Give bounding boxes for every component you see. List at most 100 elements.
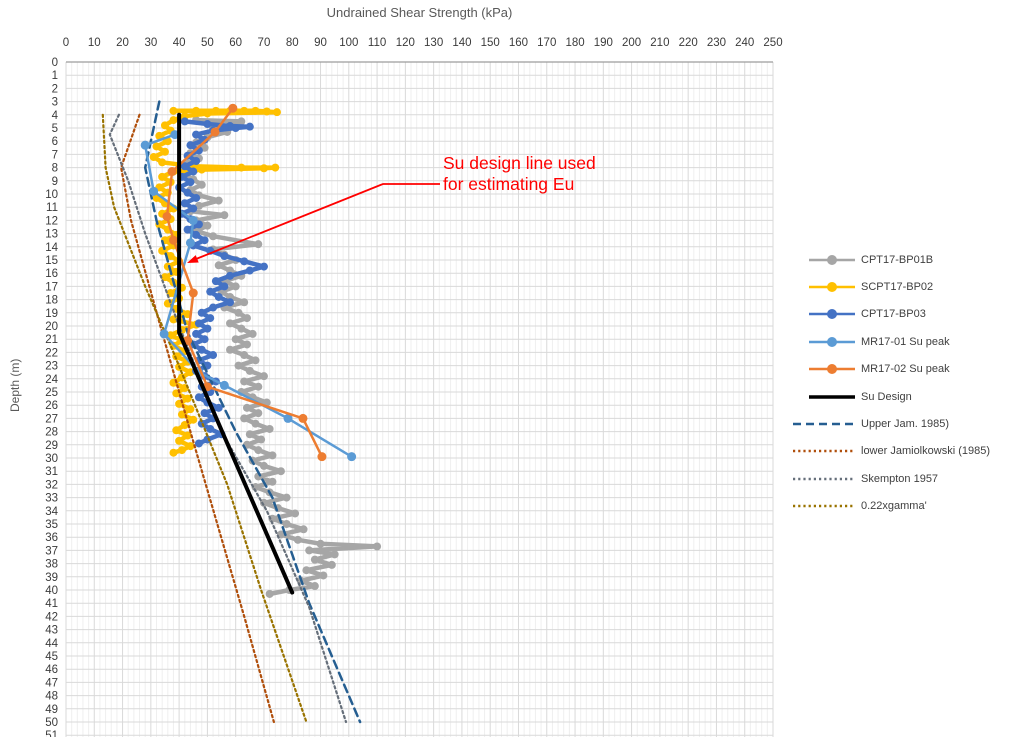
y-tick-label: 19 (45, 308, 58, 320)
data-marker (180, 421, 189, 429)
data-marker (254, 409, 263, 418)
legend-sample-dotted (793, 504, 855, 508)
data-marker (228, 103, 238, 113)
y-tick-label: 31 (45, 466, 58, 478)
data-marker (162, 211, 172, 221)
legend-label: MR17-02 Su peak (861, 363, 950, 376)
data-marker (316, 539, 325, 548)
y-tick-label: 24 (45, 374, 58, 386)
data-marker (317, 452, 327, 462)
data-marker (203, 324, 212, 333)
data-marker (220, 282, 229, 291)
legend-marker (827, 254, 837, 265)
x-tick-label: 80 (286, 37, 299, 49)
data-marker (248, 329, 257, 338)
data-marker (183, 188, 192, 197)
data-marker (231, 282, 240, 291)
data-marker (168, 235, 178, 245)
legend-sample-marker-line (809, 309, 855, 320)
data-marker (192, 130, 201, 139)
legend-sample-dotted (793, 477, 855, 481)
annotation-callout: Su design line used for estimating Eu (443, 153, 596, 195)
data-marker (197, 308, 206, 317)
data-marker (254, 382, 263, 391)
legend-item-skempton-1957: Skempton 1957 (793, 465, 1017, 492)
y-tick-label: 16 (45, 268, 58, 280)
data-marker (310, 582, 319, 591)
data-marker (206, 314, 215, 323)
legend-item-cpt17-bp01b: CPT17-BP01B (793, 246, 1017, 273)
data-marker (206, 424, 215, 433)
y-tick-label: 7 (52, 149, 58, 161)
data-marker (180, 199, 189, 208)
x-tick-label: 220 (679, 37, 698, 49)
legend-label: Su Design (861, 390, 912, 403)
data-marker (160, 273, 169, 282)
legend-label: CPT17-BP01B (861, 253, 934, 266)
series-mr17-02-su-peak (162, 103, 327, 462)
legend-sample-marker-line (809, 282, 855, 293)
data-marker (194, 439, 203, 448)
series-upper-jam-1985 (143, 100, 362, 724)
data-marker (188, 215, 198, 225)
data-marker (169, 448, 178, 457)
series-line (101, 113, 308, 724)
y-tick-label: 23 (45, 361, 58, 373)
y-tick-label: 17 (45, 281, 58, 293)
x-tick-label: 50 (201, 37, 214, 49)
data-marker (186, 442, 195, 451)
data-marker (211, 106, 220, 115)
y-tick-label: 10 (45, 189, 58, 201)
series-su-design (177, 112, 295, 595)
data-marker (282, 493, 291, 502)
legend-sample-marker-line-sparse (809, 336, 855, 347)
x-tick-label: 30 (144, 37, 157, 49)
data-marker (185, 238, 195, 248)
y-tick-label: 26 (45, 400, 58, 412)
data-marker (169, 106, 178, 115)
data-marker (257, 435, 266, 444)
data-marker (189, 204, 198, 213)
data-marker (192, 106, 201, 115)
data-marker (245, 122, 254, 131)
legend-item-0-22xgamma: 0.22xgamma' (793, 493, 1017, 520)
legend-sample-marker-line-sparse (809, 364, 855, 375)
x-tick-label: 170 (537, 37, 556, 49)
data-marker (231, 335, 240, 344)
y-tick-label: 32 (45, 479, 58, 491)
data-marker (140, 140, 150, 150)
data-marker (186, 405, 195, 414)
x-tick-label: 70 (258, 37, 271, 49)
data-marker (226, 345, 235, 354)
y-tick-label: 3 (52, 97, 58, 109)
data-marker (245, 266, 254, 275)
data-marker (226, 271, 235, 280)
data-marker (175, 436, 184, 445)
legend-item-lower-jamiolkowski-1985: lower Jamiolkowski (1985) (793, 438, 1017, 465)
legend-label: Upper Jam. 1985) (861, 418, 950, 431)
data-marker (166, 252, 175, 261)
y-tick-label: 8 (52, 163, 58, 175)
y-tick-label: 30 (45, 453, 58, 465)
data-marker (234, 361, 243, 370)
data-marker (172, 426, 181, 435)
legend-marker (827, 282, 837, 293)
data-marker (245, 430, 254, 439)
data-marker (319, 571, 328, 580)
data-marker (271, 163, 280, 172)
data-marker (214, 196, 223, 205)
data-marker (298, 413, 308, 423)
legend-item-su-design: Su Design (793, 383, 1017, 410)
x-tick-label: 40 (173, 37, 186, 49)
y-tick-label: 11 (46, 202, 58, 214)
data-marker (302, 566, 311, 575)
x-tick-label: 60 (229, 37, 242, 49)
series-line (165, 106, 324, 458)
data-marker (242, 403, 251, 412)
legend-label: 0.22xgamma' (861, 500, 927, 513)
data-marker (192, 193, 201, 202)
y-tick-label: 2 (52, 83, 58, 95)
y-tick-label: 47 (45, 677, 58, 689)
data-marker (186, 178, 195, 187)
data-marker (237, 117, 246, 126)
